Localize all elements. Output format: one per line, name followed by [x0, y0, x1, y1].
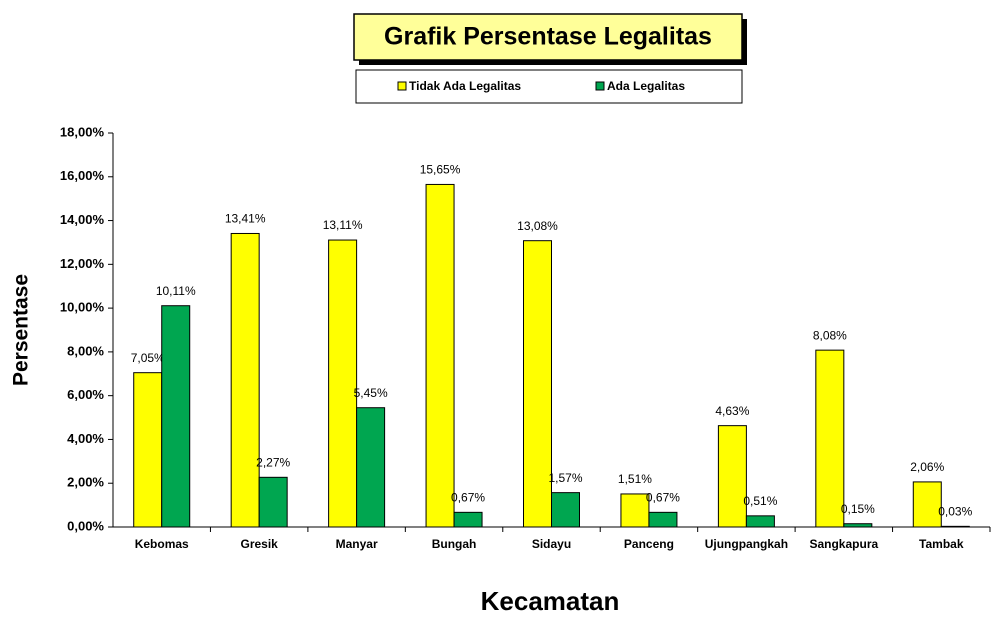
value-label: 13,08%: [517, 219, 558, 233]
bar: [356, 407, 386, 528]
y-tick-label: 6,00%: [67, 387, 104, 402]
y-tick-label: 16,00%: [60, 168, 105, 183]
bar: [161, 305, 191, 528]
x-tick-label: Gresik: [240, 537, 278, 551]
value-label: 10,11%: [156, 284, 196, 298]
y-tick-label: 8,00%: [67, 343, 104, 358]
bar: [620, 493, 650, 528]
bar: [745, 515, 775, 528]
x-tick-label: Kebomas: [135, 537, 189, 551]
bar: [133, 372, 163, 528]
x-tick-label: Panceng: [624, 537, 674, 551]
bar: [328, 239, 358, 528]
value-label: 0,51%: [743, 494, 777, 508]
value-label: 0,67%: [646, 491, 680, 505]
bar: [453, 511, 483, 528]
x-tick-label: Manyar: [336, 537, 378, 551]
legend-swatch: [397, 81, 407, 91]
value-label: 7,05%: [131, 351, 165, 365]
value-label: 4,63%: [715, 404, 749, 418]
value-label: 2,06%: [910, 460, 944, 474]
y-tick-label: 4,00%: [67, 431, 104, 446]
bar: [815, 349, 845, 528]
legend-label: Ada Legalitas: [607, 79, 685, 93]
y-axis-label: Persentase: [10, 274, 33, 386]
value-label: 0,03%: [938, 505, 972, 519]
bar: [648, 511, 678, 528]
x-tick-label: Tambak: [919, 537, 964, 551]
title-box: [353, 13, 743, 61]
value-label: 13,41%: [225, 212, 266, 226]
legend-swatch: [595, 81, 605, 91]
y-tick-label: 2,00%: [67, 475, 104, 490]
value-label: 1,57%: [548, 471, 582, 485]
value-label: 5,45%: [354, 386, 388, 400]
bar: [843, 523, 873, 528]
y-tick-label: 18,00%: [60, 124, 105, 139]
value-label: 8,08%: [813, 328, 847, 342]
x-tick-label: Sangkapura: [809, 537, 878, 551]
x-tick-label: Ujungpangkah: [705, 537, 788, 551]
legend-label: Tidak Ada Legalitas: [409, 79, 521, 93]
bar: [523, 240, 552, 528]
legend-box: [355, 69, 743, 104]
value-label: 13,11%: [323, 218, 363, 232]
x-axis-label: Kecamatan: [481, 586, 620, 615]
value-label: 0,67%: [451, 491, 485, 505]
value-label: 0,15%: [841, 502, 875, 516]
bar: [551, 492, 580, 528]
y-tick-label: 14,00%: [60, 212, 105, 227]
bar: [717, 425, 747, 528]
value-label: 1,51%: [618, 472, 652, 486]
value-label: 15,65%: [420, 163, 461, 177]
bar: [425, 183, 455, 528]
y-tick-label: 10,00%: [60, 300, 105, 315]
bar: [258, 476, 288, 528]
bar: [912, 481, 942, 528]
value-label: 2,27%: [256, 455, 290, 469]
chart-title: Grafik Persentase Legalitas: [384, 23, 712, 51]
y-tick-label: 12,00%: [60, 256, 105, 271]
x-tick-label: Sidayu: [532, 537, 571, 551]
x-tick-label: Bungah: [432, 537, 477, 551]
y-tick-label: 0,00%: [67, 518, 104, 533]
bar: [230, 232, 260, 528]
bar: [940, 525, 970, 528]
